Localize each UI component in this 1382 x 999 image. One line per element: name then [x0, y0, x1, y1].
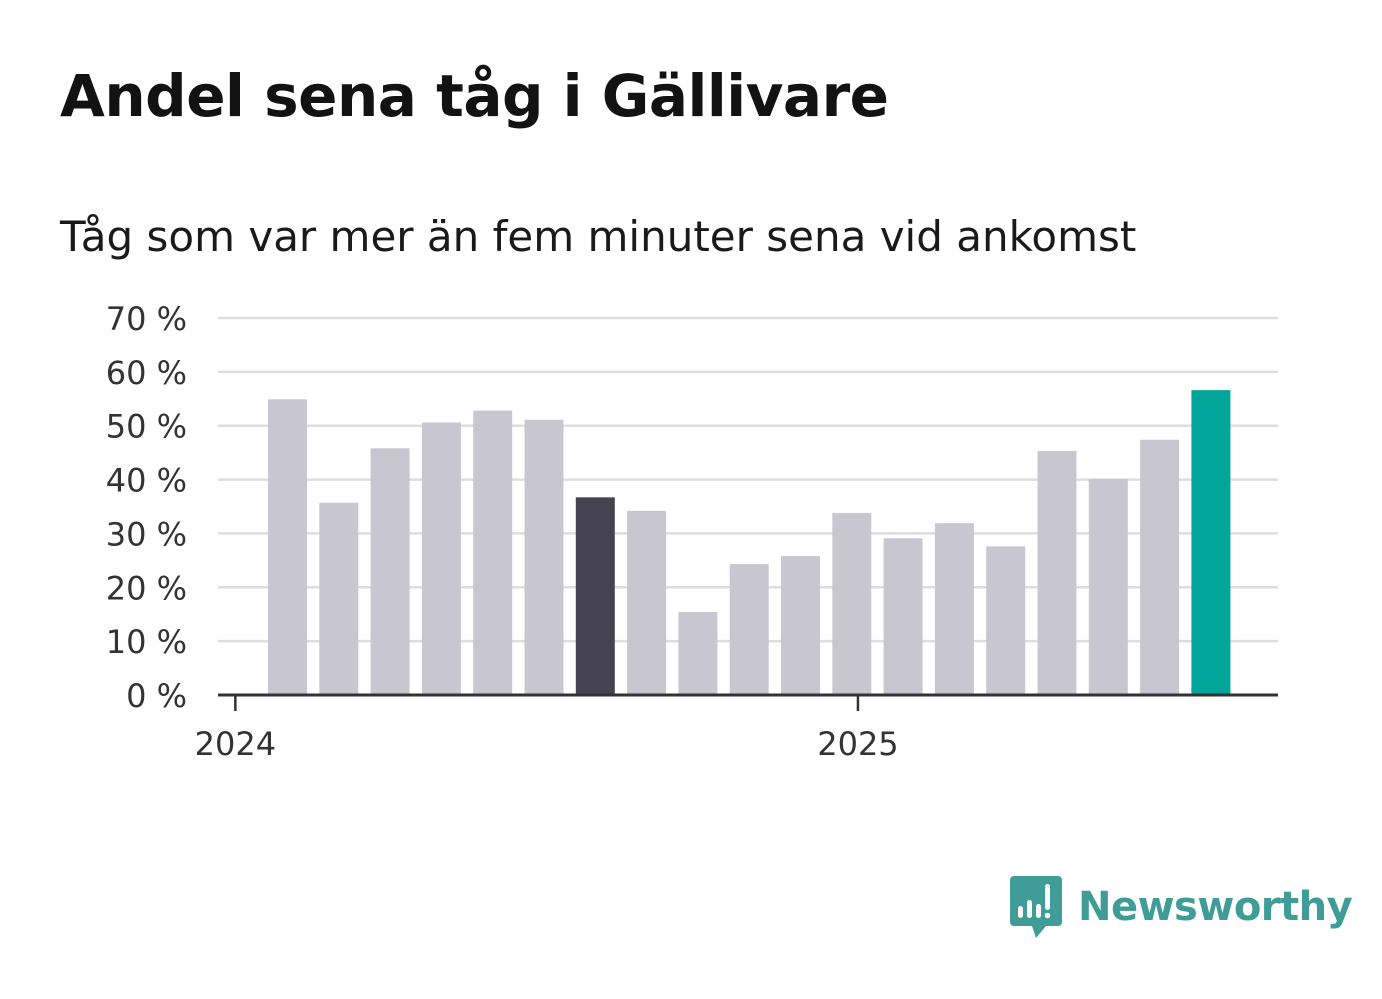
- bar: [832, 512, 872, 695]
- bar: [781, 556, 820, 695]
- y-tick-label: 30 %: [106, 515, 187, 553]
- bar: [627, 510, 667, 695]
- y-tick-label: 60 %: [106, 354, 187, 392]
- bar: [1191, 390, 1231, 695]
- y-tick-label: 40 %: [106, 462, 187, 500]
- bars: [268, 390, 1231, 695]
- bar: [524, 419, 564, 695]
- newsworthy-logo-icon: [1010, 876, 1062, 938]
- bar: [473, 410, 513, 695]
- bar: [268, 399, 307, 695]
- x-tick-label: 2024: [195, 725, 276, 763]
- chart-title: Andel sena tåg i Gällivare: [60, 62, 889, 130]
- bar: [1088, 479, 1128, 695]
- bar: [421, 422, 461, 695]
- bar: [729, 564, 769, 695]
- logo-text: Newsworthy: [1078, 884, 1353, 930]
- y-tick-label: 20 %: [106, 569, 187, 607]
- y-tick-label: 0 %: [126, 677, 187, 715]
- newsworthy-logo: Newsworthy: [1010, 876, 1353, 938]
- axes: [218, 693, 1278, 711]
- chart-subtitle: Tåg som var mer än fem minuter sena vid …: [60, 212, 1137, 261]
- bar: [575, 497, 615, 695]
- bar: [1037, 451, 1077, 695]
- bar: [370, 448, 410, 695]
- bar: [319, 502, 359, 695]
- y-tick-label: 50 %: [106, 408, 187, 446]
- bar: [934, 523, 974, 695]
- bar: [678, 612, 718, 695]
- bar: [883, 538, 923, 695]
- x-tick-label: 2025: [817, 725, 898, 763]
- y-tick-label: 10 %: [106, 623, 187, 661]
- y-tick-label: 70 %: [106, 300, 187, 338]
- tick-labels: 0 % 10 % 20 % 30 % 40 % 50 % 60 % 70 % 2024 2025: [106, 300, 899, 763]
- bar: [1140, 439, 1180, 695]
- bar: [986, 546, 1026, 695]
